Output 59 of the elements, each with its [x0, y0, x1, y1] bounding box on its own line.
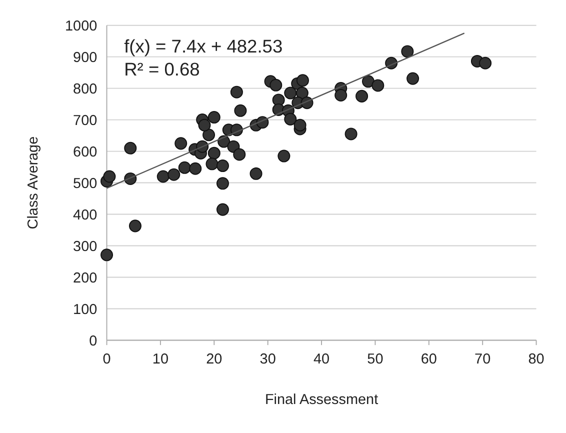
y-tick-label: 100	[73, 302, 98, 318]
x-tick-label: 40	[313, 351, 330, 368]
x-axis-title: Final Assessment	[264, 392, 378, 408]
point	[216, 160, 229, 172]
y-tick-label: 200	[73, 270, 98, 286]
annotation: R² = 0.68	[124, 58, 200, 80]
x-tick-label: 60	[420, 351, 437, 368]
y-tick-label: 1000	[65, 18, 98, 34]
point	[401, 45, 414, 58]
point	[128, 220, 142, 232]
x-tick-label: 0	[102, 351, 111, 368]
point	[168, 168, 180, 181]
point	[479, 56, 492, 70]
x-tick-label: 30	[260, 351, 276, 368]
x-tick-label: 80	[528, 351, 544, 368]
y-tick-label: 900	[73, 50, 98, 66]
y-axis-title: Class Average	[25, 136, 42, 230]
point	[100, 248, 114, 262]
point	[234, 104, 247, 117]
y-tick-label: 300	[73, 238, 98, 255]
point	[406, 72, 420, 85]
point	[206, 158, 218, 170]
point	[362, 75, 374, 88]
point	[156, 170, 170, 183]
y-tick-label: 700	[73, 112, 98, 129]
y-tick-label: 500	[73, 176, 98, 192]
point	[230, 86, 243, 98]
point	[178, 161, 191, 174]
point	[250, 167, 262, 180]
y-tick-label: 0	[89, 333, 98, 350]
y-tick-label: 800	[73, 81, 98, 98]
x-tick-label: 10	[152, 351, 168, 368]
point	[174, 137, 188, 150]
point	[284, 86, 297, 100]
point	[296, 74, 309, 87]
point	[334, 88, 348, 102]
point	[278, 150, 290, 162]
point	[344, 128, 358, 140]
point	[372, 79, 384, 92]
y-tick-label: 600	[73, 144, 98, 160]
point	[189, 162, 202, 175]
x-tick-label: 50	[367, 351, 384, 368]
x-tick-label: 70	[474, 351, 491, 368]
point	[208, 146, 220, 160]
x-tick-label: 20	[206, 351, 222, 368]
point	[294, 118, 306, 132]
point	[356, 90, 368, 102]
annotation: f(x) = 7.4x + 482.53	[124, 35, 283, 56]
point	[216, 177, 229, 190]
point	[216, 203, 229, 216]
point	[270, 78, 282, 92]
point	[284, 112, 297, 126]
point	[208, 111, 220, 124]
point	[124, 142, 137, 154]
point	[233, 148, 246, 161]
point	[202, 128, 216, 142]
point	[103, 170, 116, 183]
point	[198, 118, 211, 132]
y-tick-label: 400	[73, 207, 98, 224]
